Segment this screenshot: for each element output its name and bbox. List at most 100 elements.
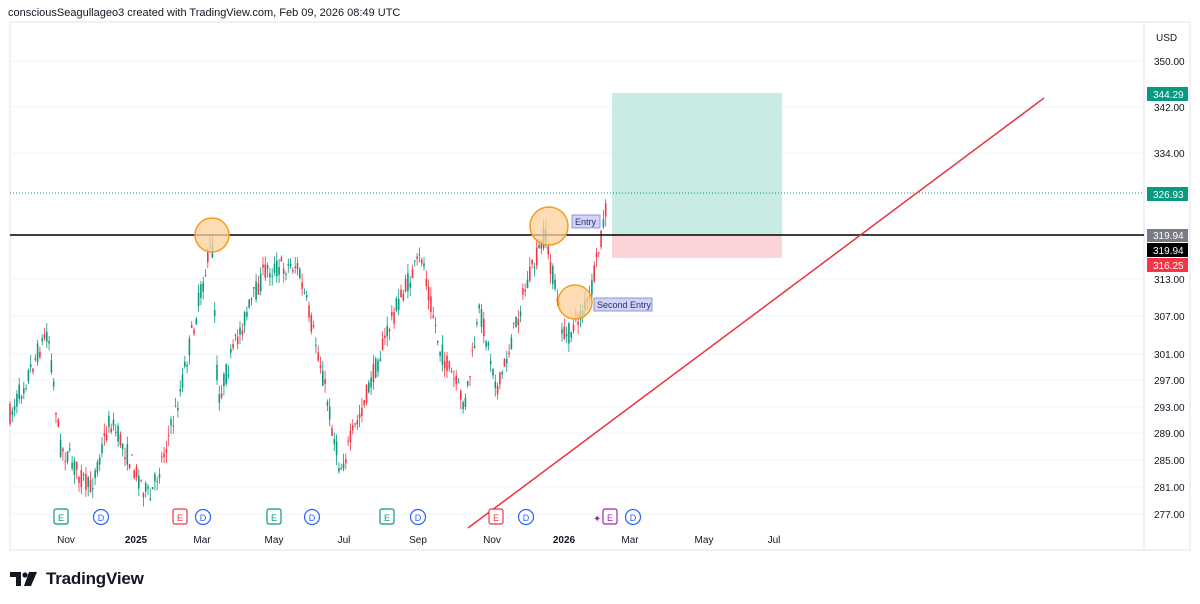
dividend-event-icon[interactable]: D <box>517 508 535 526</box>
price-axis-ticks: 350.00 342.00 334.00 313.00 307.00 301.00 297.… <box>1154 57 1185 521</box>
dividend-event-icon[interactable]: D <box>624 508 642 526</box>
tradingview-logo-icon <box>10 572 37 586</box>
candle <box>430 286 432 320</box>
candle <box>236 329 239 350</box>
event-marker-text: E <box>271 513 277 523</box>
candle <box>266 262 269 278</box>
candle <box>425 270 428 291</box>
price-tick-label: 301.00 <box>1154 350 1185 361</box>
candle <box>315 337 317 354</box>
highlight-circle-second-entry[interactable] <box>557 284 593 320</box>
candle <box>374 356 377 379</box>
highlight-circle-mar[interactable] <box>194 217 230 253</box>
candle <box>250 296 253 306</box>
time-axis-label: Jul <box>338 535 351 546</box>
candle <box>69 442 71 453</box>
candle <box>347 436 349 446</box>
second-entry-label[interactable]: Second Entry <box>593 297 653 312</box>
candle <box>552 263 554 290</box>
candle <box>82 472 85 481</box>
candle <box>135 464 138 482</box>
candle <box>34 354 37 362</box>
candle <box>273 256 276 276</box>
price-tick-label: 350.00 <box>1154 57 1185 68</box>
candle <box>512 322 515 329</box>
candle <box>432 306 434 320</box>
candle <box>170 415 172 435</box>
earnings-event-icon[interactable]: E <box>602 508 618 525</box>
profit-zone[interactable] <box>612 93 782 235</box>
line-price-black-text: 319.94 <box>1153 246 1184 257</box>
dividend-event-icon[interactable]: D <box>194 508 212 526</box>
candle <box>598 251 600 258</box>
candle <box>112 413 115 432</box>
candle <box>257 275 260 295</box>
candle <box>133 468 135 480</box>
time-axis-label: Nov <box>57 535 75 546</box>
earnings-event-icon[interactable]: E <box>266 508 282 525</box>
candle <box>529 256 531 283</box>
candle <box>439 351 441 362</box>
price-axis-area[interactable] <box>1143 21 1191 551</box>
event-marker-text: D <box>415 513 422 523</box>
event-marker-text: E <box>58 513 64 523</box>
candle <box>469 375 471 387</box>
dividend-event-icon[interactable]: D <box>303 508 321 526</box>
time-axis-label: 2026 <box>553 535 576 546</box>
candle <box>255 273 257 303</box>
highlight-circle-entry[interactable] <box>529 206 569 246</box>
candle <box>568 322 570 353</box>
candle <box>526 271 529 289</box>
candle <box>172 415 175 434</box>
candle <box>85 466 87 497</box>
time-axis-label: Jul <box>768 535 781 546</box>
candle <box>358 404 361 428</box>
candle <box>531 259 533 269</box>
candle <box>218 385 221 411</box>
candle <box>420 257 423 267</box>
candle <box>345 453 347 470</box>
candle <box>499 372 501 390</box>
gridlines <box>10 60 1144 515</box>
tradingview-logo: TradingView <box>10 569 144 589</box>
event-marker-text: D <box>630 513 637 523</box>
price-tick-label: 313.00 <box>1154 275 1185 286</box>
time-axis-label: May <box>695 535 714 546</box>
dividend-event-icon[interactable]: D <box>92 508 110 526</box>
candle <box>501 370 503 380</box>
candlestick-series[interactable] <box>9 199 607 507</box>
candle <box>496 382 499 400</box>
candle <box>301 273 303 296</box>
candle <box>572 318 575 334</box>
candle <box>36 339 39 366</box>
candle <box>246 306 248 321</box>
candle <box>289 258 292 269</box>
candle <box>563 318 566 341</box>
earnings-event-icon[interactable]: E <box>379 508 395 525</box>
candle <box>121 443 124 457</box>
candle <box>487 340 490 351</box>
candle <box>508 344 510 359</box>
candle <box>46 323 48 348</box>
candle <box>453 370 455 387</box>
dividend-event-icon[interactable]: D <box>409 508 427 526</box>
time-axis-label: 2025 <box>125 535 148 546</box>
event-markers[interactable]: E D E D E D E D E D E D ✦ <box>53 508 642 526</box>
trendline[interactable] <box>467 97 1045 529</box>
candle <box>312 320 315 330</box>
candle <box>98 453 101 471</box>
entry-label[interactable]: Entry <box>571 214 601 229</box>
candle <box>356 415 359 430</box>
earnings-event-icon[interactable]: E <box>53 508 69 525</box>
candle <box>595 248 598 267</box>
earnings-event-icon[interactable]: E <box>172 508 188 525</box>
candle <box>292 267 294 275</box>
earnings-event-icon[interactable]: E <box>488 508 504 525</box>
candle <box>322 360 324 387</box>
entry-label-text: Entry <box>575 217 597 227</box>
candle <box>517 310 520 334</box>
candle <box>462 400 464 414</box>
loss-zone[interactable] <box>612 235 782 258</box>
candle <box>66 451 69 465</box>
